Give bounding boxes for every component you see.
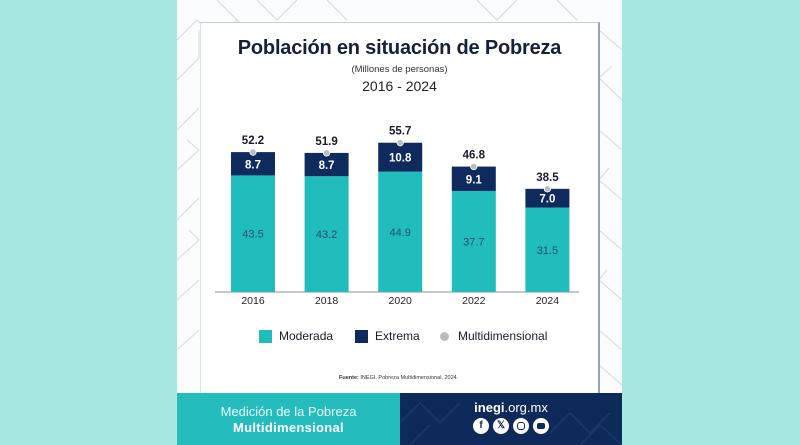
bar-extrema [304, 152, 349, 177]
footer-pattern [400, 402, 622, 445]
data-label-moderada: 37.7 [463, 236, 484, 248]
x-tick-label: 2018 [315, 295, 339, 307]
data-label-total: 46.8 [463, 150, 486, 162]
x-tick-label: 2020 [389, 295, 413, 307]
website-bold: inegi [474, 400, 505, 415]
footer-line-2: Multidimensional [233, 420, 344, 435]
data-label-moderada: 31.5 [537, 245, 558, 257]
chart-title: Población en situación de Pobreza [237, 37, 562, 59]
footer-title-block: Medición de la Pobreza Multidimensional [177, 393, 400, 445]
chart-subtitle: (Millones de personas) [351, 64, 448, 75]
bar-moderada [451, 190, 496, 292]
bar-extrema [451, 166, 496, 191]
bar-moderada [231, 175, 275, 292]
marker-multidimensional [543, 185, 551, 193]
legend-swatch-extrema [355, 329, 368, 343]
legend-swatch-moderada [259, 329, 272, 343]
x-tick-label: 2022 [462, 295, 486, 307]
social-icons: f 𝕏 [400, 418, 622, 434]
data-label-extrema: 10.8 [389, 153, 412, 165]
infographic-poster: Población en situación de Pobreza (Millo… [177, 0, 622, 445]
legend-label-multidimensional: Multidimensional [458, 329, 548, 343]
legend-item-multidimensional: Multidimensional [440, 329, 547, 343]
website-link[interactable]: inegi.org.mx [400, 400, 622, 415]
source-note: Fuente: INEGI. Pobreza Multidimensional,… [339, 375, 458, 381]
youtube-icon[interactable] [533, 418, 549, 434]
bar-moderada [304, 176, 349, 292]
bar-extrema [525, 188, 570, 208]
source-label: Fuente: [339, 375, 359, 381]
instagram-icon[interactable] [513, 418, 529, 434]
data-label-moderada: 43.5 [242, 229, 263, 241]
data-label-total: 38.5 [536, 172, 559, 184]
legend-label-moderada: Moderada [279, 329, 334, 343]
facebook-icon[interactable]: f [473, 418, 489, 434]
data-label-extrema: 9.1 [466, 174, 483, 186]
data-label-total: 55.7 [389, 126, 411, 138]
chart-year-range: 2016 - 2024 [362, 78, 437, 94]
data-label-extrema: 7.0 [539, 194, 555, 206]
data-label-moderada: 44.9 [389, 227, 410, 239]
footer-contact-block: inegi.org.mx f 𝕏 [400, 393, 622, 445]
x-tick-label: 2024 [536, 295, 560, 307]
data-label-extrema: 8.7 [245, 159, 261, 171]
marker-multidimensional [396, 139, 404, 147]
stacked-bar-chart: 43.5 8.7 52.2 2016 43.2 8.7 51.9 2018 44.9 10.8 55… [215, 126, 579, 307]
marker-multidimensional [323, 149, 331, 157]
data-label-extrema: 8.7 [319, 160, 335, 172]
marker-multidimensional [249, 148, 257, 156]
bar-extrema [231, 152, 275, 176]
legend-dot-multidimensional [440, 331, 449, 341]
x-tick-label: 2016 [241, 295, 265, 307]
footer-line-1: Medición de la Pobreza [220, 404, 357, 419]
bar-moderada [525, 207, 570, 292]
legend-item-moderada: Moderada [259, 329, 333, 343]
marker-multidimensional [470, 162, 478, 171]
bar-moderada [378, 171, 423, 292]
data-label-total: 52.2 [242, 135, 264, 147]
x-icon[interactable]: 𝕏 [493, 418, 509, 434]
website-rest: .org.mx [504, 400, 548, 415]
source-text: INEGI. Pobreza Multidimensional, 2024. [360, 375, 459, 381]
bar-extrema [378, 142, 423, 172]
data-label-moderada: 43.2 [316, 229, 337, 241]
data-label-total: 51.9 [315, 136, 337, 148]
chart-legend: Moderada Extrema Multidimensional [177, 329, 622, 345]
legend-label-extrema: Extrema [375, 329, 420, 343]
legend-item-extrema: Extrema [355, 329, 420, 343]
